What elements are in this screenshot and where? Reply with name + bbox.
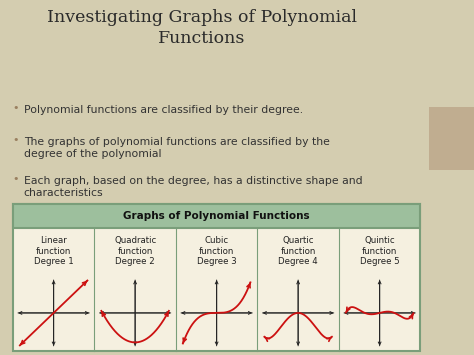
FancyBboxPatch shape [13, 204, 420, 351]
Text: •: • [13, 135, 19, 145]
Text: Polynomial functions are classified by their degree.: Polynomial functions are classified by t… [24, 105, 303, 115]
Text: Cubic
function
Degree 3: Cubic function Degree 3 [197, 236, 237, 266]
Text: Each graph, based on the degree, has a distinctive shape and
characteristics: Each graph, based on the degree, has a d… [24, 176, 362, 198]
Text: Quartic
function
Degree 4: Quartic function Degree 4 [278, 236, 318, 266]
Text: •: • [13, 103, 19, 113]
Text: Linear
function
Degree 1: Linear function Degree 1 [34, 236, 73, 266]
Text: The graphs of polynomial functions are classified by the
degree of the polynomia: The graphs of polynomial functions are c… [24, 137, 329, 159]
Text: •: • [13, 174, 19, 184]
Text: Investigating Graphs of Polynomial
Functions: Investigating Graphs of Polynomial Funct… [46, 9, 356, 47]
Text: Quintic
function
Degree 5: Quintic function Degree 5 [360, 236, 400, 266]
Text: Graphs of Polynomial Functions: Graphs of Polynomial Functions [123, 211, 310, 221]
FancyBboxPatch shape [429, 106, 474, 170]
FancyBboxPatch shape [13, 204, 420, 228]
Text: Quadratic
function
Degree 2: Quadratic function Degree 2 [114, 236, 156, 266]
